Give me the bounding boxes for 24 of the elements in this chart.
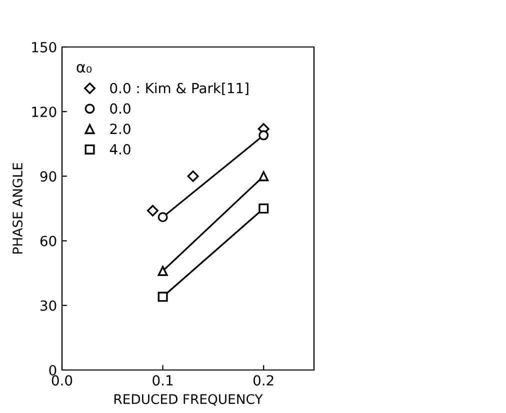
x-tick-label: 0.2 <box>253 375 274 386</box>
legend-label: 0.0 <box>110 103 130 114</box>
point <box>158 292 168 302</box>
x-tick-label: 0.0 <box>52 375 72 386</box>
y-tick-label: 90 <box>40 171 56 182</box>
y-tick-label: 120 <box>32 106 56 118</box>
point <box>158 266 168 276</box>
y-tick-label: 150 <box>32 42 56 52</box>
y-tick-label: 60 <box>40 236 56 246</box>
point <box>187 170 199 182</box>
point <box>146 204 158 216</box>
point <box>158 212 168 222</box>
y-tick-label: 0 <box>49 364 56 376</box>
y-axis-title: PHASE ANGLE <box>12 163 23 254</box>
point <box>258 204 269 214</box>
point <box>258 171 269 182</box>
y-tick-label: 30 <box>40 300 56 311</box>
x-axis-title: REDUCED FREQUENCY <box>114 394 263 406</box>
legend-label: 4.0 <box>110 144 130 155</box>
x-tick-label: 0.1 <box>152 375 173 386</box>
legend-title: α₀ <box>76 64 92 73</box>
point <box>258 130 269 140</box>
legend-label: 2.0 <box>110 124 130 134</box>
legend-label: 0.0 : Kim & Park[11] <box>110 82 248 96</box>
